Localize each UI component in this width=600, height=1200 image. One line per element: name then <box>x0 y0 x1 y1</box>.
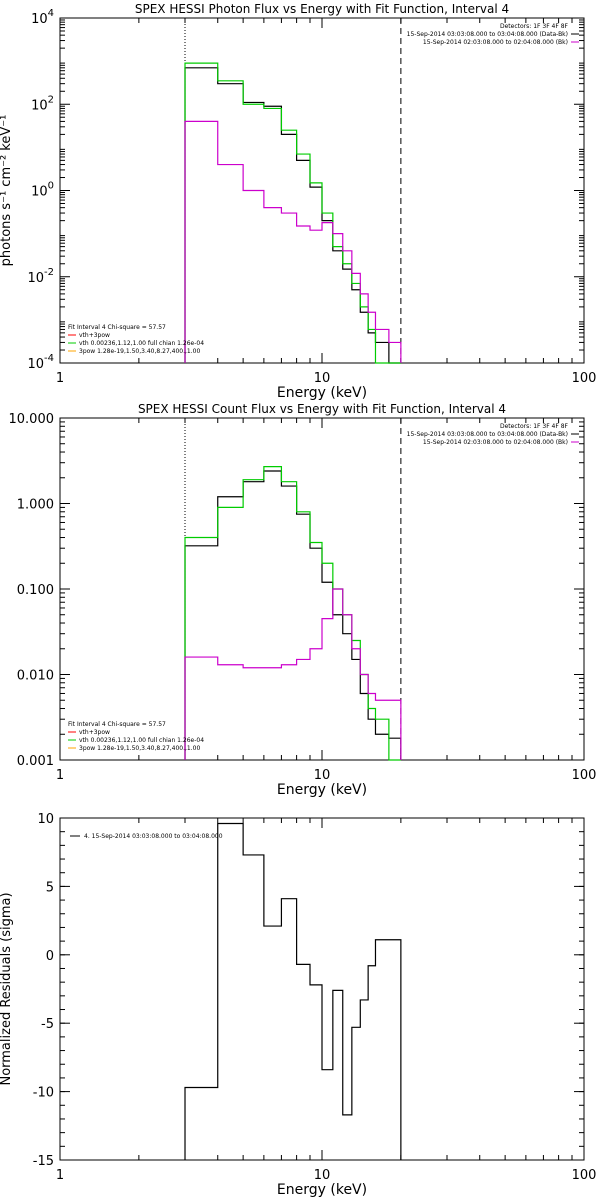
x-tick-label: 1 <box>56 768 64 783</box>
y-axis-label: Normalized Residuals (sigma) <box>0 892 14 1085</box>
legend-bottom-entry: vth+3pow <box>79 729 110 736</box>
x-tick-label: 10 <box>314 1168 331 1183</box>
x-axis-label: Energy (keV) <box>277 782 367 798</box>
y-tick-exponent: -2 <box>44 267 54 278</box>
count-flux-plot: SPEX HESSI Count Flux vs Energy with Fit… <box>9 402 597 798</box>
y-tick-label: 10.000 <box>9 412 55 427</box>
y-tick-label: 102 <box>31 94 54 113</box>
legend-top-entry: 15-Sep-2014 02:03:08.000 to 02:04:08.000… <box>423 439 568 446</box>
plot-frame <box>59 417 585 761</box>
legend-bottom-entry: 3pow 1.28e-19,1.50,3.40,8.27,400.,1.00 <box>79 348 200 355</box>
x-tick-label: 10 <box>314 768 331 783</box>
y-tick-label: -5 <box>41 1017 54 1032</box>
y-tick-base: 10 <box>31 98 48 113</box>
y-tick-label: 100 <box>31 181 54 200</box>
y-tick-label: 0 <box>46 949 54 964</box>
x-tick-label: 10 <box>314 371 331 386</box>
y-tick-label: -10 <box>33 1086 54 1101</box>
legend-bottom-entry: vth 0.00236,1.12,1.00 full chian 1.26e-0… <box>79 737 204 744</box>
legend-top-entry: 15-Sep-2014 03:03:08.000 to 03:04:08.000… <box>407 31 568 38</box>
y-tick-base: 10 <box>31 185 48 200</box>
legend-top-entry: 15-Sep-2014 02:03:08.000 to 02:04:08.000… <box>423 39 568 46</box>
y-tick-label: 0.100 <box>17 583 54 598</box>
legend-top-entry: Detectors: 1F 3F 4F 8F <box>500 423 569 430</box>
x-tick-label: 100 <box>572 371 597 386</box>
x-tick-label: 1 <box>56 1168 64 1183</box>
y-axis-label: photons s⁻¹ cm⁻² keV⁻¹ <box>0 115 14 267</box>
x-tick-label: 100 <box>572 1168 597 1183</box>
y-tick-label: 10 <box>37 812 54 827</box>
legend-bottom-entry: vth+3pow <box>79 332 110 339</box>
y-tick-label: 0.001 <box>17 754 54 769</box>
series-thermal-histogram <box>184 120 402 363</box>
legend-entry: 4. 15-Sep-2014 03:03:08.000 to 03:04:08.… <box>84 833 223 840</box>
series-data-histogram <box>184 470 402 760</box>
y-tick-exponent: 2 <box>48 94 54 105</box>
legend-top-entry: Detectors: 1F 3F 4F 8F <box>500 23 569 30</box>
x-axis-label: Energy (keV) <box>277 385 367 401</box>
chart-title: SPEX HESSI Photon Flux vs Energy with Fi… <box>135 2 509 16</box>
x-tick-label: 1 <box>56 371 64 386</box>
x-axis-label: Energy (keV) <box>277 1182 367 1198</box>
y-tick-label: 10-4 <box>27 353 54 372</box>
y-tick-label: -15 <box>33 1154 54 1169</box>
legend-bottom-entry: vth 0.00236,1.12,1.00 full chian 1.26e-0… <box>79 340 204 347</box>
y-tick-label: 0.010 <box>17 669 54 684</box>
y-tick-label: 104 <box>31 8 54 27</box>
y-tick-label: 10-2 <box>27 267 54 286</box>
y-tick-exponent: 0 <box>48 181 54 192</box>
legend-bottom-entry: Fit Interval 4 Chi-square = 57.57 <box>68 324 166 331</box>
y-tick-base: 10 <box>27 357 44 372</box>
x-tick-label: 100 <box>572 768 597 783</box>
y-tick-exponent: -4 <box>44 353 54 364</box>
series-data-histogram <box>184 822 402 1160</box>
series-total-histogram <box>184 466 401 761</box>
legend-bottom-entry: 3pow 1.28e-19,1.50,3.40,8.27,400.,1.00 <box>79 745 200 752</box>
series-thermal-histogram <box>184 588 402 760</box>
y-tick-base: 10 <box>31 12 48 27</box>
y-tick-label: 5 <box>46 880 54 895</box>
legend-top-entry: 15-Sep-2014 03:03:08.000 to 03:04:08.000… <box>407 431 568 438</box>
photon-flux-plot: SPEX HESSI Photon Flux vs Energy with Fi… <box>0 2 596 401</box>
legend-bottom-entry: Fit Interval 4 Chi-square = 57.57 <box>68 721 166 728</box>
y-tick-base: 10 <box>27 271 44 286</box>
y-tick-exponent: 4 <box>48 8 54 19</box>
y-tick-label: 1.000 <box>17 498 54 513</box>
chart-title: SPEX HESSI Count Flux vs Energy with Fit… <box>138 402 506 416</box>
